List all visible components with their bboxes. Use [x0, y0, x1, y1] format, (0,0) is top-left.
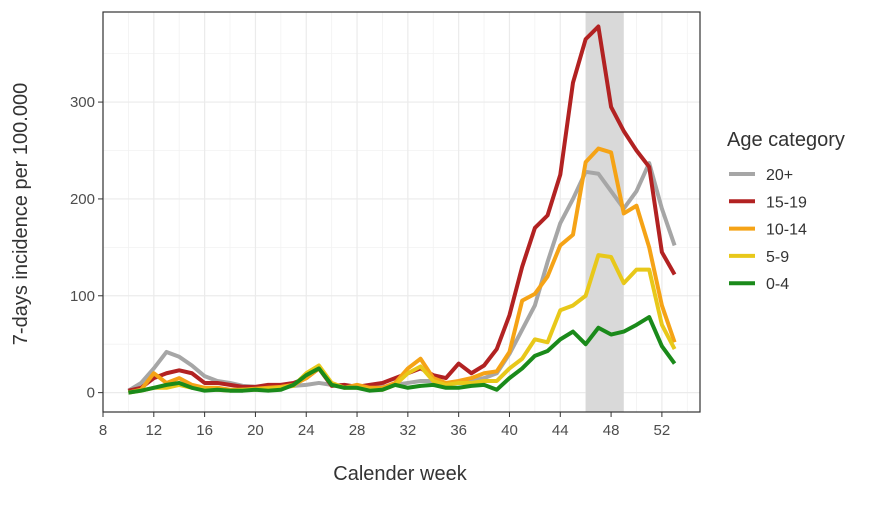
y-axis-title: 7-days incidence per 100.000 — [10, 83, 32, 345]
x-tick-label: 48 — [603, 422, 620, 439]
x-tick-label: 24 — [298, 422, 315, 439]
x-tick-label: 12 — [145, 422, 162, 439]
y-tick-label: 0 — [87, 385, 95, 402]
x-tick-label: 32 — [400, 422, 417, 439]
legend-label: 20+ — [766, 167, 793, 184]
x-axis-title: Calender week — [333, 463, 467, 485]
x-tick-label: 28 — [349, 422, 366, 439]
legend-label: 15-19 — [766, 194, 807, 211]
y-tick-label: 100 — [70, 288, 95, 305]
x-tick-label: 52 — [654, 422, 671, 439]
x-tick-label: 44 — [552, 422, 569, 439]
x-tick-label: 36 — [450, 422, 467, 439]
series-line — [128, 315, 677, 395]
x-tick-label: 8 — [99, 422, 107, 439]
y-tick-label: 200 — [70, 191, 95, 208]
x-tick-label: 40 — [501, 422, 518, 439]
legend-label: 5-9 — [766, 249, 789, 266]
x-tick-label: 20 — [247, 422, 264, 439]
y-tick-label: 300 — [70, 94, 95, 111]
plot-border — [102, 11, 701, 413]
legend-title: Age category — [727, 129, 845, 151]
x-tick-label: 16 — [196, 422, 213, 439]
legend-label: 10-14 — [766, 222, 807, 239]
legend-label: 0-4 — [766, 276, 789, 293]
